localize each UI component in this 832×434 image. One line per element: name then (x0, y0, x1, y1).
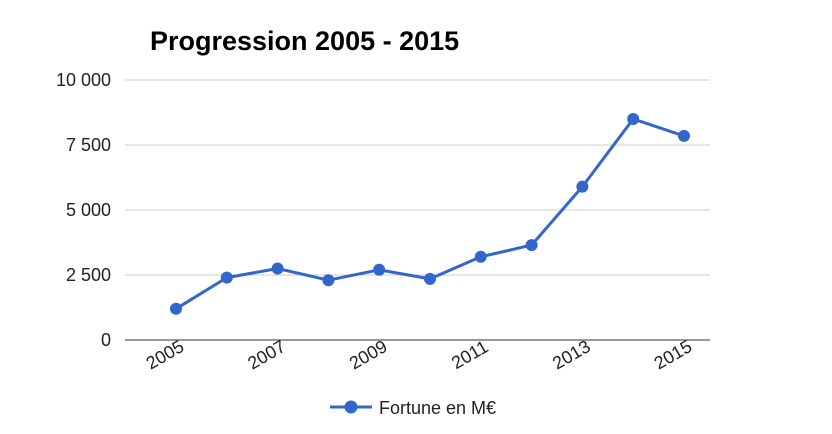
data-point[interactable] (220, 271, 233, 284)
data-point[interactable] (576, 180, 589, 193)
y-tick-label: 5 000 (66, 200, 111, 220)
x-tick-label: 2009 (346, 336, 391, 373)
y-tick-label: 2 500 (66, 265, 111, 285)
x-tick-label: 2011 (448, 336, 492, 373)
y-tick-label: 7 500 (66, 135, 111, 155)
data-point[interactable] (424, 272, 436, 285)
y-tick-label: 0 (101, 330, 111, 350)
x-tick-label: 2005 (143, 336, 188, 373)
x-tick-label: 2007 (244, 336, 289, 373)
chart-title: Progression 2005 - 2015 (150, 26, 459, 56)
x-axis-tick-labels: 2005 2007 2009 2011 2013 2015 (143, 336, 696, 373)
legend-label: Fortune en M€ (379, 398, 496, 418)
data-point[interactable] (678, 129, 690, 142)
legend-point-marker (344, 400, 358, 414)
legend[interactable]: Fortune en M€ (330, 398, 496, 418)
series-layer (170, 113, 690, 315)
y-axis-tick-labels: 0 2 500 5 000 7 500 10 000 (56, 70, 111, 350)
y-tick-label: 10 000 (56, 70, 111, 90)
x-tick-label: 2013 (549, 336, 594, 373)
data-point[interactable] (322, 274, 335, 287)
data-point[interactable] (525, 239, 538, 252)
data-point[interactable] (373, 263, 386, 276)
data-point[interactable] (271, 262, 284, 275)
gridlines (125, 79, 710, 341)
data-point[interactable] (627, 113, 640, 125)
x-tick-label: 2015 (651, 336, 696, 373)
data-point[interactable] (474, 250, 487, 263)
data-point[interactable] (170, 302, 182, 315)
